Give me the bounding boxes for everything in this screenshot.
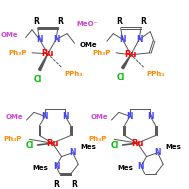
Text: N: N <box>127 112 133 121</box>
Text: Cl: Cl <box>33 75 42 84</box>
Text: Cl: Cl <box>111 141 119 149</box>
Text: Mes: Mes <box>33 165 49 171</box>
Text: N: N <box>69 148 76 157</box>
Text: OMe: OMe <box>1 32 18 38</box>
Text: MeO⁻: MeO⁻ <box>76 21 98 27</box>
Text: OMe: OMe <box>5 114 23 120</box>
Text: OMe: OMe <box>90 114 108 120</box>
Text: Ph₃P: Ph₃P <box>88 136 107 142</box>
Polygon shape <box>38 54 48 71</box>
Text: Ph₃P: Ph₃P <box>8 50 26 56</box>
Text: Ru: Ru <box>131 139 144 148</box>
Text: Mes: Mes <box>80 144 96 150</box>
Text: PPh₃: PPh₃ <box>146 71 165 77</box>
Text: Ru: Ru <box>42 49 54 58</box>
Text: R: R <box>57 17 63 26</box>
Text: Ph₃P: Ph₃P <box>4 136 22 142</box>
Text: N: N <box>154 148 161 157</box>
Text: R: R <box>72 180 77 189</box>
Text: R: R <box>140 17 146 26</box>
Text: N: N <box>53 35 59 44</box>
Text: R: R <box>116 17 122 26</box>
Text: N: N <box>136 35 142 44</box>
Text: N: N <box>42 112 48 121</box>
Text: Cl: Cl <box>26 141 34 149</box>
Polygon shape <box>122 55 131 69</box>
Text: N: N <box>147 112 153 121</box>
Text: R: R <box>33 17 39 26</box>
Text: OMe: OMe <box>79 42 97 48</box>
Text: N: N <box>138 162 144 171</box>
Text: PPh₃: PPh₃ <box>64 71 83 77</box>
Text: R: R <box>53 180 59 189</box>
Text: Ph₃P: Ph₃P <box>92 50 111 56</box>
Text: Cl: Cl <box>117 73 125 82</box>
Text: Mes: Mes <box>118 165 134 171</box>
Text: Ru: Ru <box>125 50 137 59</box>
Text: N: N <box>119 35 126 44</box>
Text: N: N <box>36 35 43 44</box>
Text: N: N <box>62 112 69 121</box>
Text: Ru: Ru <box>46 139 59 148</box>
Text: Mes: Mes <box>165 144 181 150</box>
Text: N: N <box>53 162 59 171</box>
